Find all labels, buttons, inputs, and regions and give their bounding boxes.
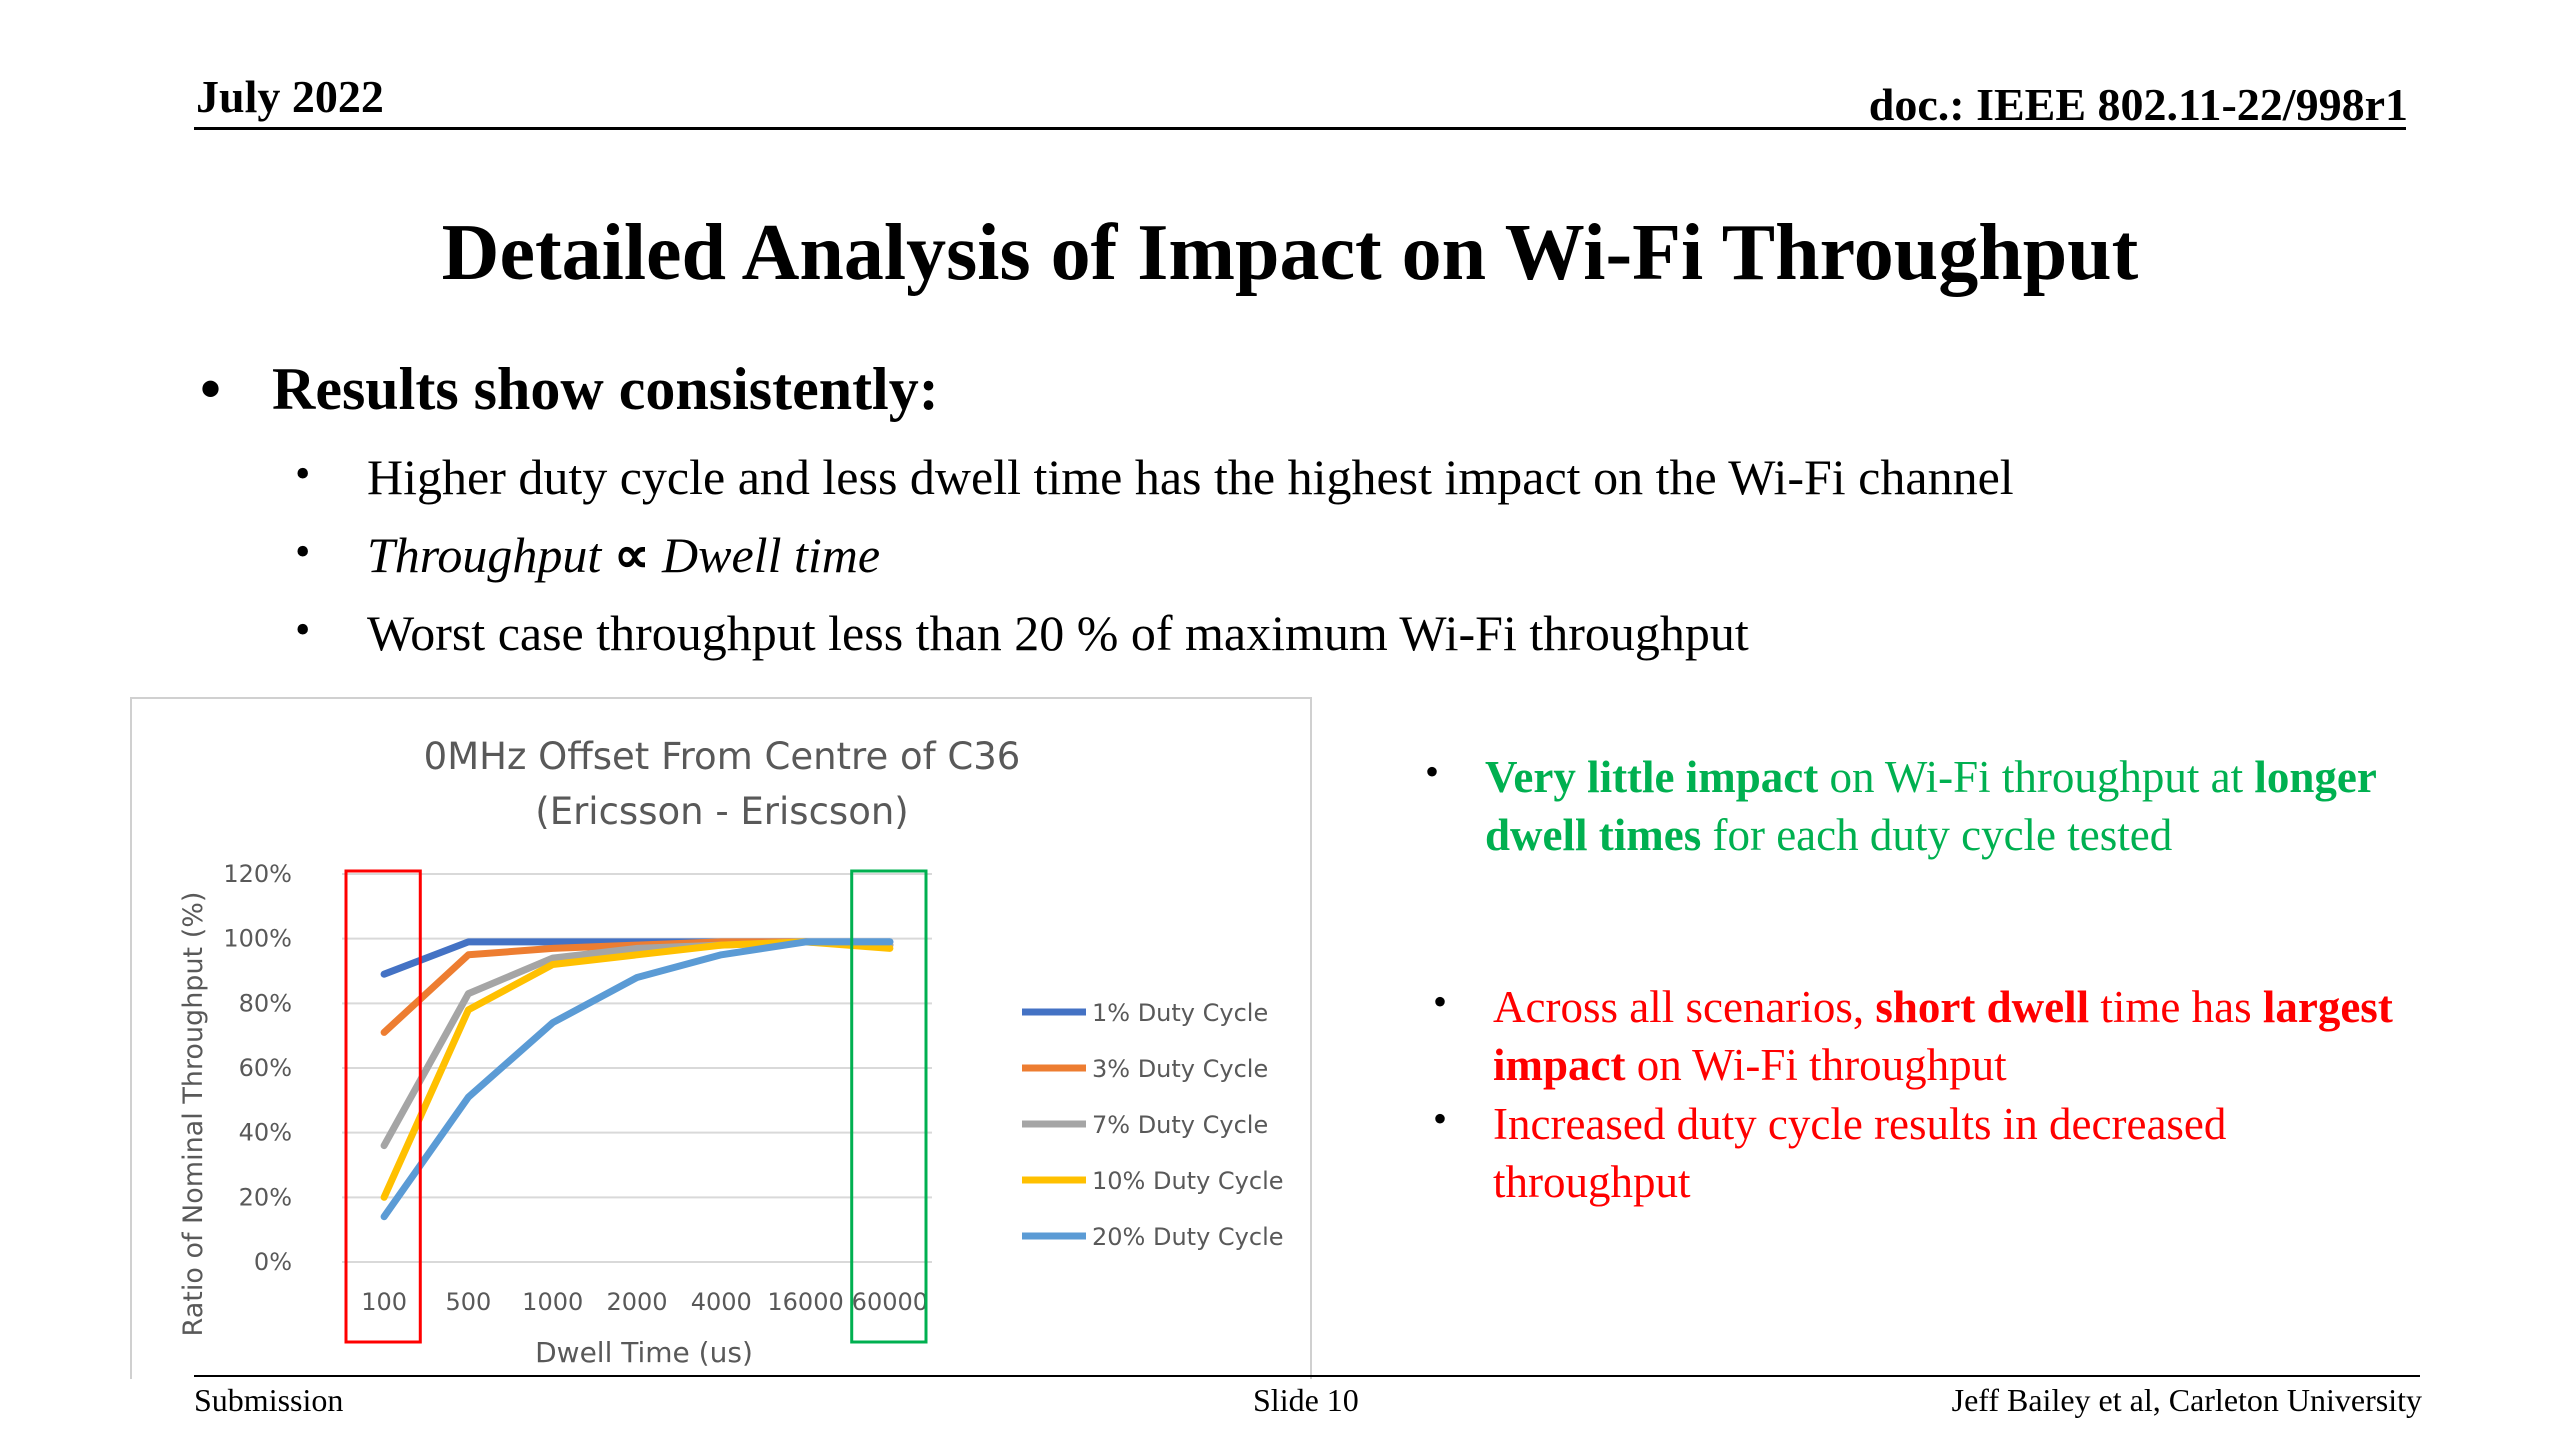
y-tick-label: 0% [254, 1248, 292, 1276]
chart-panel: 0MHz Offset From Centre of C36 (Ericsson … [130, 697, 1312, 1379]
x-tick-label: 4000 [691, 1288, 752, 1316]
legend-label: 20% Duty Cycle [1092, 1223, 1284, 1251]
header-doc-id: doc.: IEEE 802.11-22/998r1 [1868, 79, 2408, 130]
red-bold-1: short dwell [1875, 982, 2090, 1032]
line-chart: 0MHz Offset From Centre of C36 (Ericsson … [178, 735, 1284, 1369]
proportional-symbol: ∝ [613, 527, 650, 583]
bullet-main-text: Results show consistently: [272, 356, 939, 422]
bullet-sub-1-text: Higher duty cycle and less dwell time ha… [367, 449, 2014, 505]
green-text-1: on Wi-Fi throughput at [1818, 752, 2255, 802]
right-bullet-green-text: Very little impact on Wi-Fi throughput a… [1485, 748, 2385, 864]
series-line-5 [380, 938, 894, 1221]
y-tick-label: 120% [223, 860, 292, 888]
legend-label: 7% Duty Cycle [1092, 1111, 1268, 1139]
bullet-dot: • [1433, 1096, 1448, 1141]
green-bold-1: Very little impact [1485, 752, 1819, 802]
dwell-time-term: Dwell time [662, 527, 881, 583]
right-bullet-red-2-text: Increased duty cycle results in decrease… [1493, 1099, 2227, 1207]
chart-title: 0MHz Offset From Centre of C36 [424, 735, 1021, 778]
header-divider [194, 127, 2406, 130]
bullet-dot: • [200, 356, 222, 422]
green-bold-2: longer dwell times [1485, 752, 2377, 860]
bullet-dot: • [295, 527, 311, 576]
chart-subtitle: (Ericsson - Eriscson) [535, 790, 908, 833]
x-tick-label: 1000 [522, 1288, 583, 1316]
legend-label: 3% Duty Cycle [1092, 1055, 1268, 1083]
bullet-dot: • [1425, 749, 1440, 794]
highlight-box-2 [850, 869, 928, 1344]
y-tick-label: 40% [239, 1119, 292, 1147]
red-bold-2: largest impact [1493, 982, 2393, 1090]
highlight-box-1 [344, 869, 422, 1344]
bullet-dot: • [295, 449, 311, 498]
y-tick-label: 100% [223, 925, 292, 953]
x-axis-label: Dwell Time (us) [535, 1336, 753, 1369]
y-tick-label: 60% [239, 1054, 292, 1082]
bullet-sub-3-text: Worst case throughput less than 20 % of … [367, 605, 1749, 661]
green-text-2: for each duty cycle tested [1701, 810, 2173, 860]
bullet-dot: • [295, 605, 311, 654]
header-date: July 2022 [196, 71, 384, 122]
y-axis-label: Ratio of Nominal Throughput (%) [178, 892, 209, 1337]
red-text-2: time has [2089, 982, 2263, 1032]
right-bullet-red-1-text: Across all scenarios, short dwell time h… [1493, 978, 2393, 1094]
y-tick-label: 20% [239, 1183, 292, 1211]
footer-left: Submission [194, 1382, 344, 1418]
footer-slide-number: Slide 10 [1253, 1382, 1359, 1418]
x-tick-label: 60000 [852, 1288, 928, 1316]
bullet-sub-2-text: Throughput ∝ Dwell time [367, 526, 880, 584]
red-text-1: Across all scenarios, [1493, 982, 1876, 1032]
x-tick-label: 500 [446, 1288, 492, 1316]
bullet-dot: • [1433, 979, 1448, 1024]
x-tick-label: 2000 [606, 1288, 667, 1316]
legend-label: 1% Duty Cycle [1092, 999, 1268, 1027]
x-tick-label: 100 [361, 1288, 407, 1316]
red-text-3: on Wi-Fi throughput [1625, 1040, 2007, 1090]
footer-divider [194, 1375, 2420, 1377]
slide-title: Detailed Analysis of Impact on Wi-Fi Thr… [441, 209, 2139, 297]
footer-author: Jeff Bailey et al, Carleton University [1951, 1382, 2422, 1418]
throughput-term: Throughput [367, 527, 602, 583]
legend-label: 10% Duty Cycle [1092, 1167, 1284, 1195]
x-tick-label: 16000 [767, 1288, 843, 1316]
y-tick-label: 80% [239, 989, 292, 1017]
